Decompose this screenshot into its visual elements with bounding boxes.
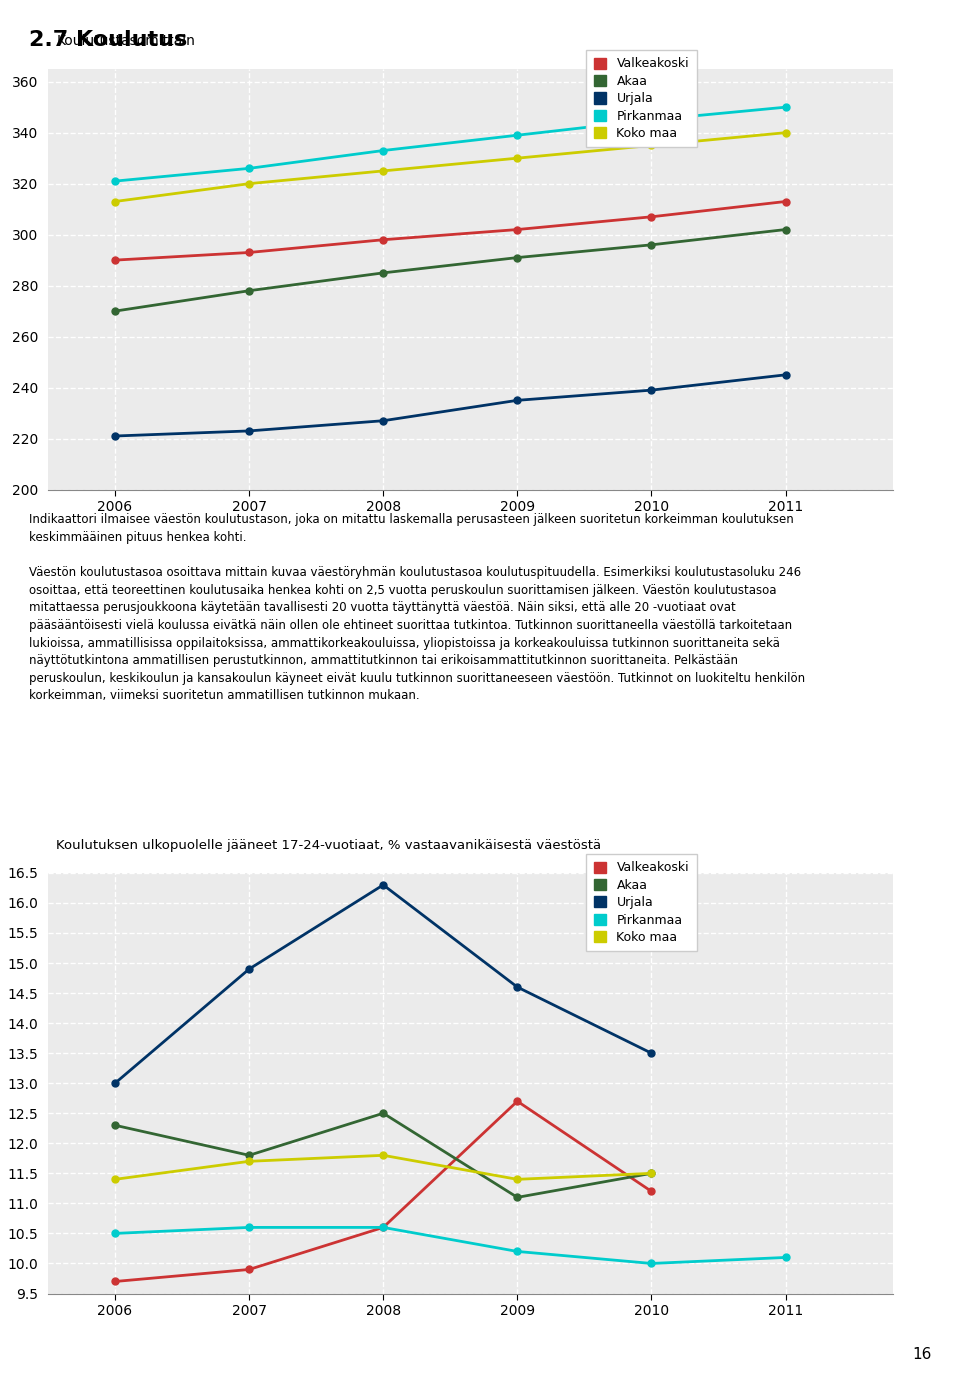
Text: Koulutustasomittain: Koulutustasomittain [57, 34, 195, 48]
Text: Koulutuksen ulkopuolelle jääneet 17-24-vuotiaat, % vastaavanikäisestä väestöstä: Koulutuksen ulkopuolelle jääneet 17-24-v… [57, 838, 602, 852]
Text: osoittaa, että teoreettinen koulutusaika henkea kohti on 2,5 vuotta peruskoulun : osoittaa, että teoreettinen koulutusaika… [29, 583, 777, 597]
Text: Indikaattori ilmaisee väestön koulutustason, joka on mitattu laskemalla perusast: Indikaattori ilmaisee väestön koulutusta… [29, 513, 794, 525]
Text: 16: 16 [912, 1347, 931, 1362]
Text: keskimmääinen pituus henkea kohti.: keskimmääinen pituus henkea kohti. [29, 531, 247, 543]
Text: näyttötutkintona ammatillisen perustutkinnon, ammattitutkinnon tai erikoisammatt: näyttötutkintona ammatillisen perustutki… [29, 654, 738, 667]
Legend: Valkeakoski, Akaa, Urjala, Pirkanmaa, Koko maa: Valkeakoski, Akaa, Urjala, Pirkanmaa, Ko… [587, 50, 697, 148]
Legend: Valkeakoski, Akaa, Urjala, Pirkanmaa, Koko maa: Valkeakoski, Akaa, Urjala, Pirkanmaa, Ko… [587, 854, 697, 952]
Text: mitattaessa perusjoukkoona käytetään tavallisesti 20 vuotta täyttänyttä väestöä.: mitattaessa perusjoukkoona käytetään tav… [29, 601, 735, 614]
Text: pääsääntöisesti vielä koulussa eivätkä näin ollen ole ehtineet suorittaa tutkint: pääsääntöisesti vielä koulussa eivätkä n… [29, 619, 792, 632]
Text: lukioissa, ammatillisissa oppilaitoksissa, ammattikorkeakouluissa, yliopistoissa: lukioissa, ammatillisissa oppilaitoksiss… [29, 637, 780, 650]
Text: korkeimman, viimeksi suoritetun ammatillisen tutkinnon mukaan.: korkeimman, viimeksi suoritetun ammatill… [29, 690, 420, 702]
Text: peruskoulun, keskikoulun ja kansakoulun käyneet eivät kuulu tutkinnon suorittane: peruskoulun, keskikoulun ja kansakoulun … [29, 672, 804, 685]
Text: 2.7 Koulutus: 2.7 Koulutus [29, 30, 187, 51]
Text: Väestön koulutustasoa osoittava mittain kuvaa väestöryhmän koulutustasoa koulutu: Väestön koulutustasoa osoittava mittain … [29, 565, 801, 579]
